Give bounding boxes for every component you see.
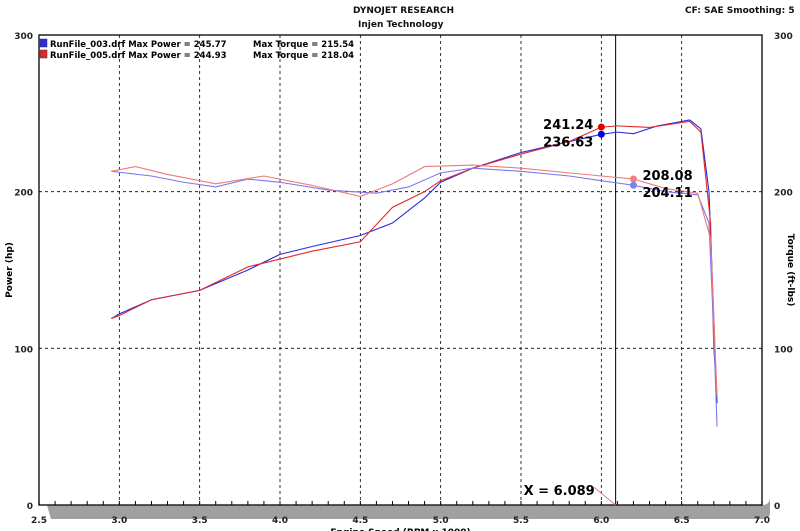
x-axis-label: Engine Speed (RPM x 1000) <box>330 528 470 531</box>
y2-tick-label: 0 <box>774 502 780 512</box>
cursor-label: X = 6.089 <box>524 484 595 499</box>
x-tick-label: 6.5 <box>674 516 690 526</box>
legend-torque: Max Torque = 218.04 <box>253 51 354 61</box>
series-line-torque-3 <box>111 164 718 396</box>
y2-tick-label: 100 <box>774 345 793 355</box>
x-tick-label: 3.0 <box>111 516 127 526</box>
legend-label: RunFile_005.drf Max Power = 244.93 <box>50 51 227 61</box>
marker-label: 236.63 <box>543 135 593 150</box>
series-line-torque-2 <box>111 167 718 427</box>
plot-frame <box>38 34 763 506</box>
marker-point <box>597 130 605 138</box>
y2-tick-label: 200 <box>774 189 793 199</box>
x-tick-label: 4.0 <box>272 516 288 526</box>
x-tick-label: 5.5 <box>513 516 529 526</box>
chart-subtitle: Injen Technology <box>358 20 444 30</box>
cursor-leader <box>593 486 616 506</box>
y-tick-label: 300 <box>14 32 33 42</box>
y2-axis-label: Torque (ft-lbs) <box>785 234 795 307</box>
frame-shadow <box>47 43 770 519</box>
x-tick-label: 7.0 <box>754 516 770 526</box>
x-tick-label: 5.0 <box>433 516 449 526</box>
y-tick-label: 200 <box>14 189 33 199</box>
legend-swatch <box>39 38 48 48</box>
series-line-power-1 <box>111 120 718 396</box>
marker-label: 204.11 <box>642 186 692 201</box>
x-tick-label: 6.0 <box>593 516 609 526</box>
chart-title: DYNOJET RESEARCH <box>353 6 455 16</box>
legend-label: RunFile_003.drf Max Power = 245.77 <box>50 40 227 50</box>
legend-swatch <box>39 49 48 59</box>
marker-label: 208.08 <box>642 169 692 184</box>
y2-tick-label: 300 <box>774 32 793 42</box>
marker-point <box>629 175 637 183</box>
x-tick-label: 4.5 <box>352 516 368 526</box>
marker-label: 241.24 <box>543 118 593 133</box>
series-line-power-0 <box>111 119 718 404</box>
y-axis-label: Power (hp) <box>5 242 15 298</box>
y-tick-label: 0 <box>27 502 33 512</box>
settings-label: CF: SAE Smoothing: 5 <box>685 6 795 16</box>
x-tick-label: 2.5 <box>31 516 47 526</box>
x-tick-label: 3.5 <box>192 516 208 526</box>
legend-torque: Max Torque = 215.54 <box>253 40 354 50</box>
marker-point <box>629 181 637 189</box>
y-tick-label: 100 <box>14 345 33 355</box>
marker-point <box>597 123 605 131</box>
